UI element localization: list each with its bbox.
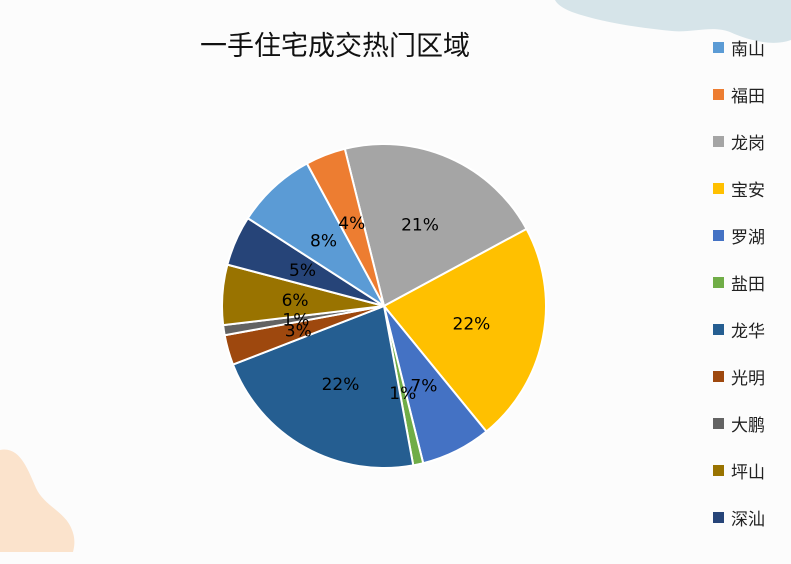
data-label-大鹏: 1%: [282, 310, 309, 330]
legend-label: 龙岗: [731, 134, 765, 154]
pie-slice-龙岗: [343, 143, 528, 308]
data-label-光明: 3%: [285, 321, 312, 341]
legend-label: 宝安: [731, 181, 765, 201]
pie-slice-宝安: [382, 227, 547, 433]
legend-label: 盐田: [731, 275, 765, 295]
data-label-南山: 8%: [310, 232, 337, 252]
pie-chart: [221, 143, 547, 469]
pie-data-labels: 21%22%7%1%22%3%1%6%5%8%4%: [282, 214, 491, 404]
legend-label: 龙华: [731, 322, 765, 342]
legend-label: 罗湖: [731, 228, 765, 248]
legend-item-深汕: 深汕: [713, 494, 791, 541]
data-label-坪山: 6%: [282, 291, 309, 311]
data-label-宝安: 22%: [453, 314, 491, 334]
legend-item-罗湖: 罗湖: [713, 212, 791, 259]
legend-item-坪山: 坪山: [713, 447, 791, 494]
legend-item-龙华: 龙华: [713, 306, 791, 353]
decor-blob-top-right: [555, 0, 791, 43]
chart-title: 一手住宅成交热门区域: [200, 31, 470, 62]
legend-label: 光明: [731, 369, 765, 389]
legend-swatch: [713, 418, 724, 429]
decor-blob-bottom-left: [0, 449, 75, 552]
legend-swatch: [713, 277, 724, 288]
legend-swatch: [713, 42, 724, 53]
legend-swatch: [713, 324, 724, 335]
legend-swatch: [713, 465, 724, 476]
data-label-盐田: 1%: [389, 384, 416, 404]
legend-swatch: [713, 371, 724, 382]
legend-item-福田: 福田: [713, 71, 791, 118]
legend-item-宝安: 宝安: [713, 165, 791, 212]
legend-item-南山: 南山: [713, 24, 791, 71]
legend-label: 坪山: [731, 463, 765, 483]
chart-legend: 南山福田龙岗宝安罗湖盐田龙华光明大鹏坪山深汕: [713, 24, 791, 541]
legend-label: 南山: [731, 40, 765, 60]
data-label-深汕: 5%: [289, 261, 316, 281]
legend-swatch: [713, 230, 724, 241]
legend-swatch: [713, 89, 724, 100]
legend-item-光明: 光明: [713, 353, 791, 400]
legend-swatch: [713, 183, 724, 194]
pie-slice-福田: [305, 147, 385, 307]
legend-label: 大鹏: [731, 416, 765, 436]
data-label-罗湖: 7%: [410, 377, 437, 397]
legend-label: 深汕: [731, 510, 765, 530]
pie-slice-龙华: [231, 304, 415, 469]
legend-swatch: [713, 136, 724, 147]
data-label-龙岗: 21%: [401, 216, 439, 236]
data-label-龙华: 22%: [322, 375, 360, 395]
legend-label: 福田: [731, 87, 765, 107]
legend-swatch: [713, 512, 724, 523]
legend-item-盐田: 盐田: [713, 259, 791, 306]
data-label-福田: 4%: [338, 214, 365, 234]
legend-item-大鹏: 大鹏: [713, 400, 791, 447]
legend-item-龙岗: 龙岗: [713, 118, 791, 165]
